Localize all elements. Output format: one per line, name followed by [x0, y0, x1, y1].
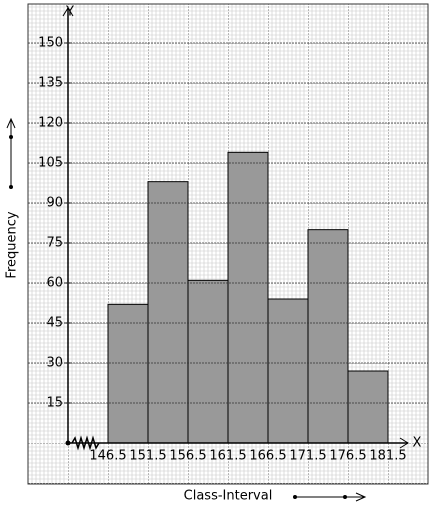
- y-label-arrow-head: [6, 117, 16, 129]
- y-tick-label: 15: [46, 396, 63, 411]
- y-arrow: [62, 7, 74, 17]
- y-axis-label: Frequency: [5, 211, 20, 278]
- x-tick-label: 176.5: [329, 449, 366, 464]
- bar: [267, 298, 309, 444]
- labels: Y X Class-Interval Frequency 15 30 45 60 75 9…: [5, 5, 428, 504]
- decorative-arrows: [6, 117, 367, 502]
- bar: [227, 151, 269, 444]
- x-tick-label: 156.5: [169, 449, 206, 464]
- bar: [147, 181, 189, 444]
- y-tick-label: 90: [46, 196, 63, 211]
- x-tick-label: 151.5: [129, 449, 166, 464]
- x-label-dot: [343, 495, 347, 499]
- y-tick-label: 60: [46, 276, 63, 291]
- x-tick-label: 161.5: [209, 449, 246, 464]
- x-tick-label: 181.5: [369, 449, 406, 464]
- y-tick-label: 45: [46, 316, 63, 331]
- x-tick-label: 166.5: [249, 449, 286, 464]
- y-axis-name: Y: [65, 5, 74, 20]
- axis-break: [71, 435, 100, 451]
- axes: [62, 7, 409, 451]
- bar: [107, 303, 149, 444]
- origin: [65, 440, 71, 446]
- x-label-arrow-head: [355, 492, 367, 502]
- y-tick-label: 30: [46, 356, 63, 371]
- bar: [187, 279, 229, 444]
- y-label-dot: [9, 185, 13, 189]
- y-tick-label: 75: [46, 236, 63, 251]
- x-axis-name: X: [413, 436, 422, 451]
- x-arrow: [399, 437, 409, 449]
- x-axis-label: Class-Interval: [184, 489, 273, 504]
- x-tick-label: 146.5: [89, 449, 126, 464]
- x-tick-label: 171.5: [289, 449, 326, 464]
- x-label-dot: [293, 495, 297, 499]
- y-label-dot: [9, 135, 13, 139]
- bar: [347, 370, 389, 444]
- bar: [307, 229, 349, 444]
